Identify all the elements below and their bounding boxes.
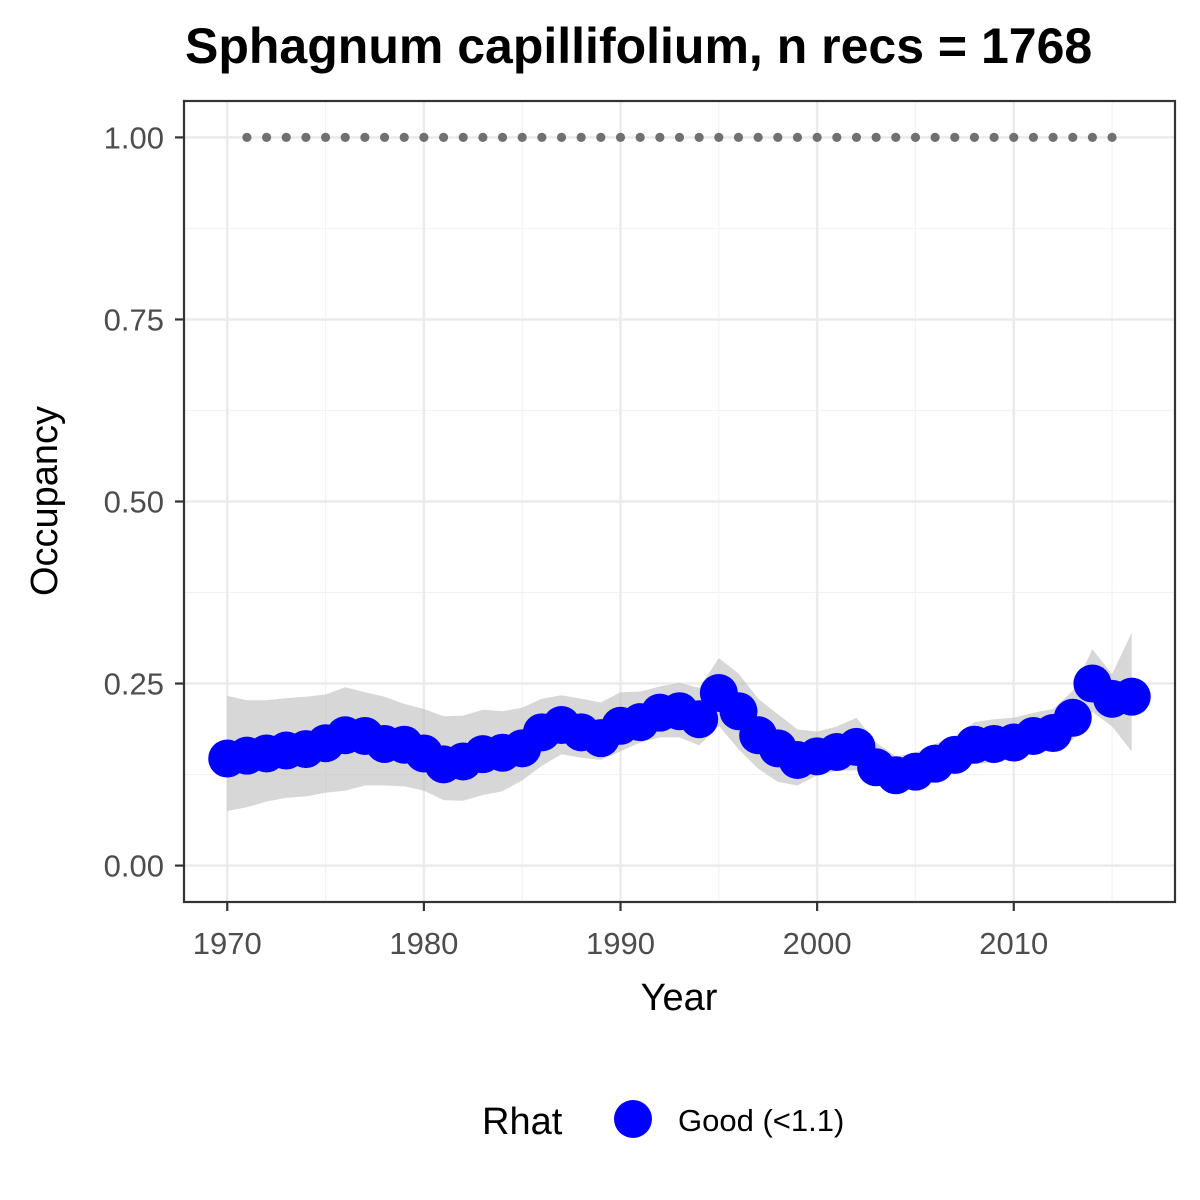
y-axis-title: Occupancy <box>24 406 66 596</box>
occupancy-point <box>1053 698 1092 737</box>
data-dot <box>478 132 488 143</box>
legend: Rhat Good (<1.1) <box>482 1100 844 1143</box>
occupancy-point <box>1112 677 1151 716</box>
legend-key-good-icon <box>614 1100 652 1138</box>
data-dot <box>832 132 842 143</box>
data-dot <box>615 132 626 143</box>
data-dot <box>694 132 704 143</box>
y-tick-label: 0.75 <box>104 302 164 337</box>
data-dot <box>537 132 547 143</box>
data-dot <box>1087 132 1098 143</box>
data-dot <box>989 132 999 143</box>
data-dots-layer <box>242 132 1117 143</box>
data-dot <box>851 132 862 143</box>
data-dot <box>517 132 527 143</box>
x-tick-label: 2000 <box>783 926 852 961</box>
x-tick-label: 1990 <box>586 926 655 961</box>
data-dot <box>340 132 350 143</box>
x-tick-label: 2010 <box>979 926 1048 961</box>
data-dot <box>910 132 921 143</box>
y-tick-label: 0.50 <box>104 485 164 520</box>
x-axis-title: Year <box>641 977 718 1019</box>
x-tick-label: 1970 <box>193 926 262 961</box>
data-dot <box>891 132 901 143</box>
data-dot <box>556 132 567 143</box>
data-dot <box>576 132 586 143</box>
data-dot <box>930 132 940 143</box>
data-dot <box>261 132 272 143</box>
occupancy-points-layer <box>208 664 1151 795</box>
data-dot <box>1048 132 1058 143</box>
data-dot <box>419 132 429 143</box>
data-dot <box>733 132 744 143</box>
data-dot <box>458 132 468 143</box>
data-dot <box>773 132 783 143</box>
data-dot <box>379 132 390 143</box>
data-dot <box>1028 132 1039 143</box>
data-dot <box>635 132 645 143</box>
data-dot <box>399 132 409 143</box>
data-dot <box>497 132 508 143</box>
data-dot <box>871 132 881 143</box>
data-dot <box>812 132 822 143</box>
data-dot <box>969 132 980 143</box>
y-tick-label: 0.25 <box>104 667 164 702</box>
y-tick-label: 0.00 <box>104 849 164 884</box>
data-dot <box>1009 132 1019 143</box>
y-axis: 0.00 0.25 0.50 0.75 1.00 <box>104 120 184 884</box>
plot-area <box>182 99 1177 904</box>
legend-label-good: Good (<1.1) <box>678 1103 844 1138</box>
data-dot <box>674 132 685 143</box>
data-dot <box>1068 132 1078 143</box>
legend-title: Rhat <box>482 1101 563 1143</box>
chart-title: Sphagnum capillifolium, n recs = 1768 <box>185 18 1092 74</box>
data-dot <box>1107 132 1117 143</box>
data-dot <box>655 132 665 143</box>
data-dot <box>753 132 763 143</box>
data-dot <box>792 132 803 143</box>
data-dot <box>714 132 724 143</box>
data-dot <box>242 132 252 143</box>
x-tick-label: 1980 <box>389 926 458 961</box>
data-dot <box>596 132 606 143</box>
data-dot <box>301 132 311 143</box>
data-dot <box>950 132 960 143</box>
y-tick-label: 1.00 <box>104 120 164 155</box>
data-dot <box>320 132 331 143</box>
x-axis: 1970 1980 1990 2000 2010 <box>193 902 1048 961</box>
data-dot <box>438 132 449 143</box>
data-dot <box>360 132 370 143</box>
data-dot <box>281 132 291 143</box>
occupancy-point <box>680 700 719 739</box>
